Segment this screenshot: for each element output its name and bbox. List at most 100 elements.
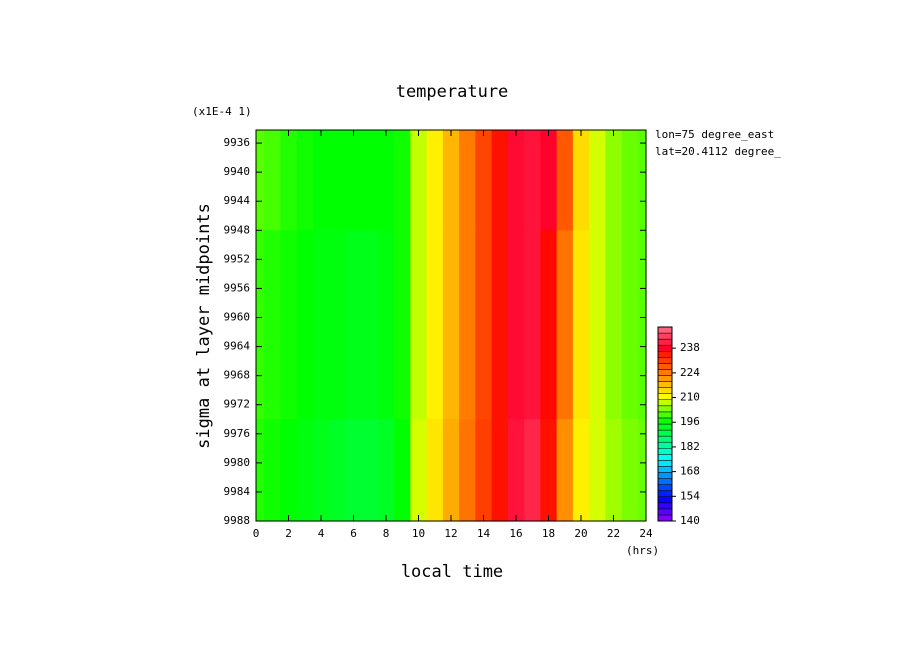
heat-cell: [459, 419, 476, 522]
heat-cell: [589, 419, 606, 522]
heat-cell: [524, 419, 541, 522]
heat-cell: [605, 130, 623, 231]
y-tick-label: 9944: [224, 194, 251, 207]
colorbar-band: [657, 490, 673, 497]
colorbar-band: [657, 460, 673, 467]
colorbar-band: [657, 405, 673, 413]
heat-cell: [280, 230, 298, 420]
colorbar-band: [657, 514, 673, 522]
colorbar-label: 154: [680, 489, 700, 502]
x-tick-label: 20: [574, 527, 587, 540]
colorbar-frame: [657, 326, 673, 522]
colorbar-band: [657, 484, 673, 491]
colorbar-band: [657, 472, 673, 479]
heat-cell: [556, 130, 574, 231]
heat-cell: [442, 419, 460, 522]
heat-cell: [256, 230, 265, 420]
x-tick-label: 6: [350, 527, 357, 540]
y-tick-label: 9984: [224, 485, 251, 498]
heat-cell: [394, 419, 411, 522]
heat-cell: [410, 130, 428, 231]
heat-cell: [621, 230, 639, 420]
heat-cell: [637, 230, 647, 420]
colorbar-band: [657, 399, 673, 407]
heat-cell: [312, 130, 330, 231]
heat-cell: [361, 130, 379, 231]
colorbar-band: [657, 357, 673, 364]
colorbar-band: [657, 393, 673, 400]
colorbar-band: [657, 338, 673, 346]
heat-cell: [524, 230, 541, 420]
x-tick-label: 18: [542, 527, 555, 540]
heat-cell: [459, 130, 476, 231]
colorbar-band: [657, 344, 673, 352]
heat-cell: [264, 230, 281, 420]
chart-title: temperature: [396, 82, 509, 102]
heat-cell: [637, 419, 647, 522]
heat-cell: [491, 230, 509, 420]
heat-cell: [491, 419, 509, 522]
heat-cell: [475, 419, 493, 522]
heat-cell: [280, 419, 298, 522]
y-tick-label: 9956: [224, 281, 251, 294]
y-tick-label: 9972: [224, 398, 251, 411]
heat-cell: [524, 130, 541, 231]
colorbar-band: [657, 326, 673, 334]
x-tick-label: 4: [318, 527, 325, 540]
colorbar-band: [657, 454, 673, 461]
x-unit: (hrs): [626, 544, 659, 557]
x-tick-label: 24: [639, 527, 653, 540]
y-tick-label: 9936: [224, 136, 251, 149]
x-tick-label: 8: [383, 527, 390, 540]
heat-cell: [329, 230, 346, 420]
y-tick-label: 9976: [224, 427, 251, 440]
colorbar-band: [657, 381, 673, 388]
colorbar-band: [657, 332, 673, 340]
colorbar-band: [657, 448, 673, 455]
x-tick-label: 12: [444, 527, 457, 540]
colorbar-band: [657, 441, 673, 449]
heat-cell: [426, 419, 444, 522]
colorbar-band: [657, 423, 673, 431]
annotation: lon=75 degree_east: [655, 128, 774, 141]
colorbar-band: [657, 435, 673, 443]
heat-cell: [540, 130, 558, 231]
heat-cell: [329, 130, 346, 231]
heat-cell: [621, 419, 639, 522]
axes: temperature (x1E-4 1) local time (hrs) s…: [192, 82, 781, 582]
x-tick-label: 2: [285, 527, 292, 540]
heat-cell: [256, 130, 265, 231]
heat-cell: [426, 230, 444, 420]
y-scale-label: (x1E-4 1): [192, 105, 252, 118]
heat-cell: [377, 130, 395, 231]
heat-cell: [410, 419, 428, 522]
colorbar-label: 210: [680, 391, 700, 404]
heat-cell: [605, 419, 623, 522]
colorbar-band: [657, 508, 673, 516]
heat-cell: [540, 419, 558, 522]
heat-cell: [345, 419, 363, 522]
y-tick-label: 9968: [224, 369, 251, 382]
annotation: lat=20.4112 degree_: [655, 145, 781, 158]
colorbar-band: [657, 466, 673, 473]
heat-cell: [329, 419, 346, 522]
heat-cell: [280, 130, 298, 231]
colorbar-band: [657, 375, 673, 382]
heatmap: [256, 130, 647, 522]
x-tick-label: 14: [477, 527, 491, 540]
heat-cell: [572, 419, 590, 522]
y-tick-label: 9960: [224, 311, 251, 324]
heat-cell: [556, 419, 574, 522]
y-tick-label: 9948: [224, 223, 251, 236]
heat-cell: [540, 230, 558, 420]
heat-cell: [572, 130, 590, 231]
heat-cell: [264, 419, 281, 522]
heat-cell: [589, 230, 606, 420]
colorbar-band: [657, 363, 673, 370]
heat-cell: [605, 230, 623, 420]
colorbar-label: 238: [680, 341, 700, 354]
x-tick-label: 0: [253, 527, 260, 540]
heat-cell: [377, 419, 395, 522]
